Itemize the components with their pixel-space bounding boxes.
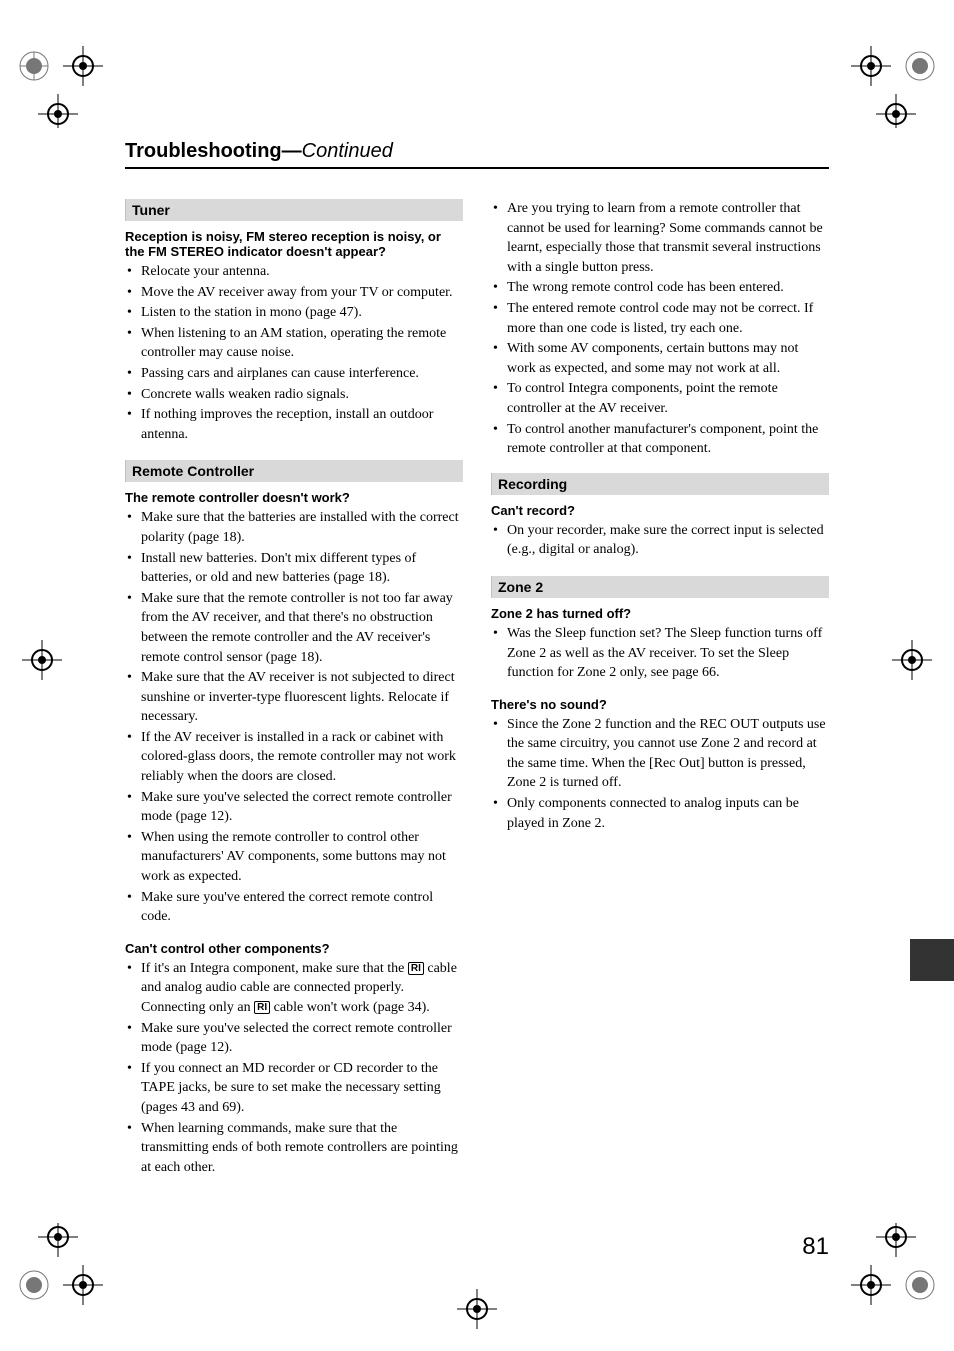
question-text: The remote controller doesn't work? — [125, 490, 463, 505]
list-item: Make sure you've entered the correct rem… — [125, 888, 463, 927]
list-item: When listening to an AM station, operati… — [125, 324, 463, 363]
list-item: Listen to the station in mono (page 47). — [125, 303, 463, 323]
list-item: If you connect an MD recorder or CD reco… — [125, 1059, 463, 1118]
text-run: cable won't work (page 34). — [270, 1000, 430, 1015]
page-number: 81 — [802, 1233, 829, 1261]
left-column: Tuner Reception is noisy, FM stereo rece… — [125, 199, 463, 1193]
list-item: On your recorder, make sure the correct … — [491, 521, 829, 560]
list-item: Relocate your antenna. — [125, 262, 463, 282]
list-item: With some AV components, certain buttons… — [491, 339, 829, 378]
list-item: Move the AV receiver away from your TV o… — [125, 283, 463, 303]
title-dash: — — [282, 140, 302, 162]
bullet-list: On your recorder, make sure the correct … — [491, 521, 829, 560]
section-heading-remote: Remote Controller — [125, 460, 463, 482]
list-item: Only components connected to analog inpu… — [491, 794, 829, 833]
bullet-list: Are you trying to learn from a remote co… — [491, 199, 829, 459]
section-heading-recording: Recording — [491, 473, 829, 495]
question-text: Can't control other components? — [125, 941, 463, 956]
list-item: Make sure you've selected the correct re… — [125, 1019, 463, 1058]
list-item: Was the Sleep function set? The Sleep fu… — [491, 624, 829, 683]
question-text: Can't record? — [491, 503, 829, 518]
list-item: If it's an Integra component, make sure … — [125, 959, 463, 1018]
list-item: To control Integra components, point the… — [491, 379, 829, 418]
bullet-list: Since the Zone 2 function and the REC OU… — [491, 715, 829, 834]
list-item: Since the Zone 2 function and the REC OU… — [491, 715, 829, 793]
list-item: Make sure you've selected the correct re… — [125, 788, 463, 827]
bullet-list: Make sure that the batteries are install… — [125, 508, 463, 926]
question-text: Reception is noisy, FM stereo reception … — [125, 229, 463, 259]
list-item: The wrong remote control code has been e… — [491, 278, 829, 298]
right-column: Are you trying to learn from a remote co… — [491, 199, 829, 1193]
list-item: Make sure that the batteries are install… — [125, 508, 463, 547]
list-item: If nothing improves the reception, insta… — [125, 405, 463, 444]
list-item: To control another manufacturer's compon… — [491, 420, 829, 459]
list-item: Concrete walls weaken radio signals. — [125, 385, 463, 405]
title-continued: Continued — [302, 140, 393, 162]
bullet-list: Was the Sleep function set? The Sleep fu… — [491, 624, 829, 683]
list-item: The entered remote control code may not … — [491, 299, 829, 338]
bullet-list: Relocate your antenna. Move the AV recei… — [125, 262, 463, 444]
list-item: Make sure that the remote controller is … — [125, 589, 463, 667]
list-item: Make sure that the AV receiver is not su… — [125, 668, 463, 727]
ri-icon: RI — [254, 1001, 270, 1014]
ri-icon: RI — [408, 962, 424, 975]
list-item: Are you trying to learn from a remote co… — [491, 199, 829, 277]
bullet-list: If it's an Integra component, make sure … — [125, 959, 463, 1178]
text-run: If it's an Integra component, make sure … — [141, 961, 408, 976]
title-main: Troubleshooting — [125, 140, 282, 162]
list-item: If the AV receiver is installed in a rac… — [125, 728, 463, 787]
list-item: Passing cars and airplanes can cause int… — [125, 364, 463, 384]
page-title: Troubleshooting—Continued — [125, 140, 829, 169]
question-text: Zone 2 has turned off? — [491, 606, 829, 621]
list-item: When using the remote controller to cont… — [125, 828, 463, 887]
section-heading-zone2: Zone 2 — [491, 576, 829, 598]
list-item: Install new batteries. Don't mix differe… — [125, 549, 463, 588]
list-item: When learning commands, make sure that t… — [125, 1119, 463, 1178]
question-text: There's no sound? — [491, 697, 829, 712]
section-heading-tuner: Tuner — [125, 199, 463, 221]
